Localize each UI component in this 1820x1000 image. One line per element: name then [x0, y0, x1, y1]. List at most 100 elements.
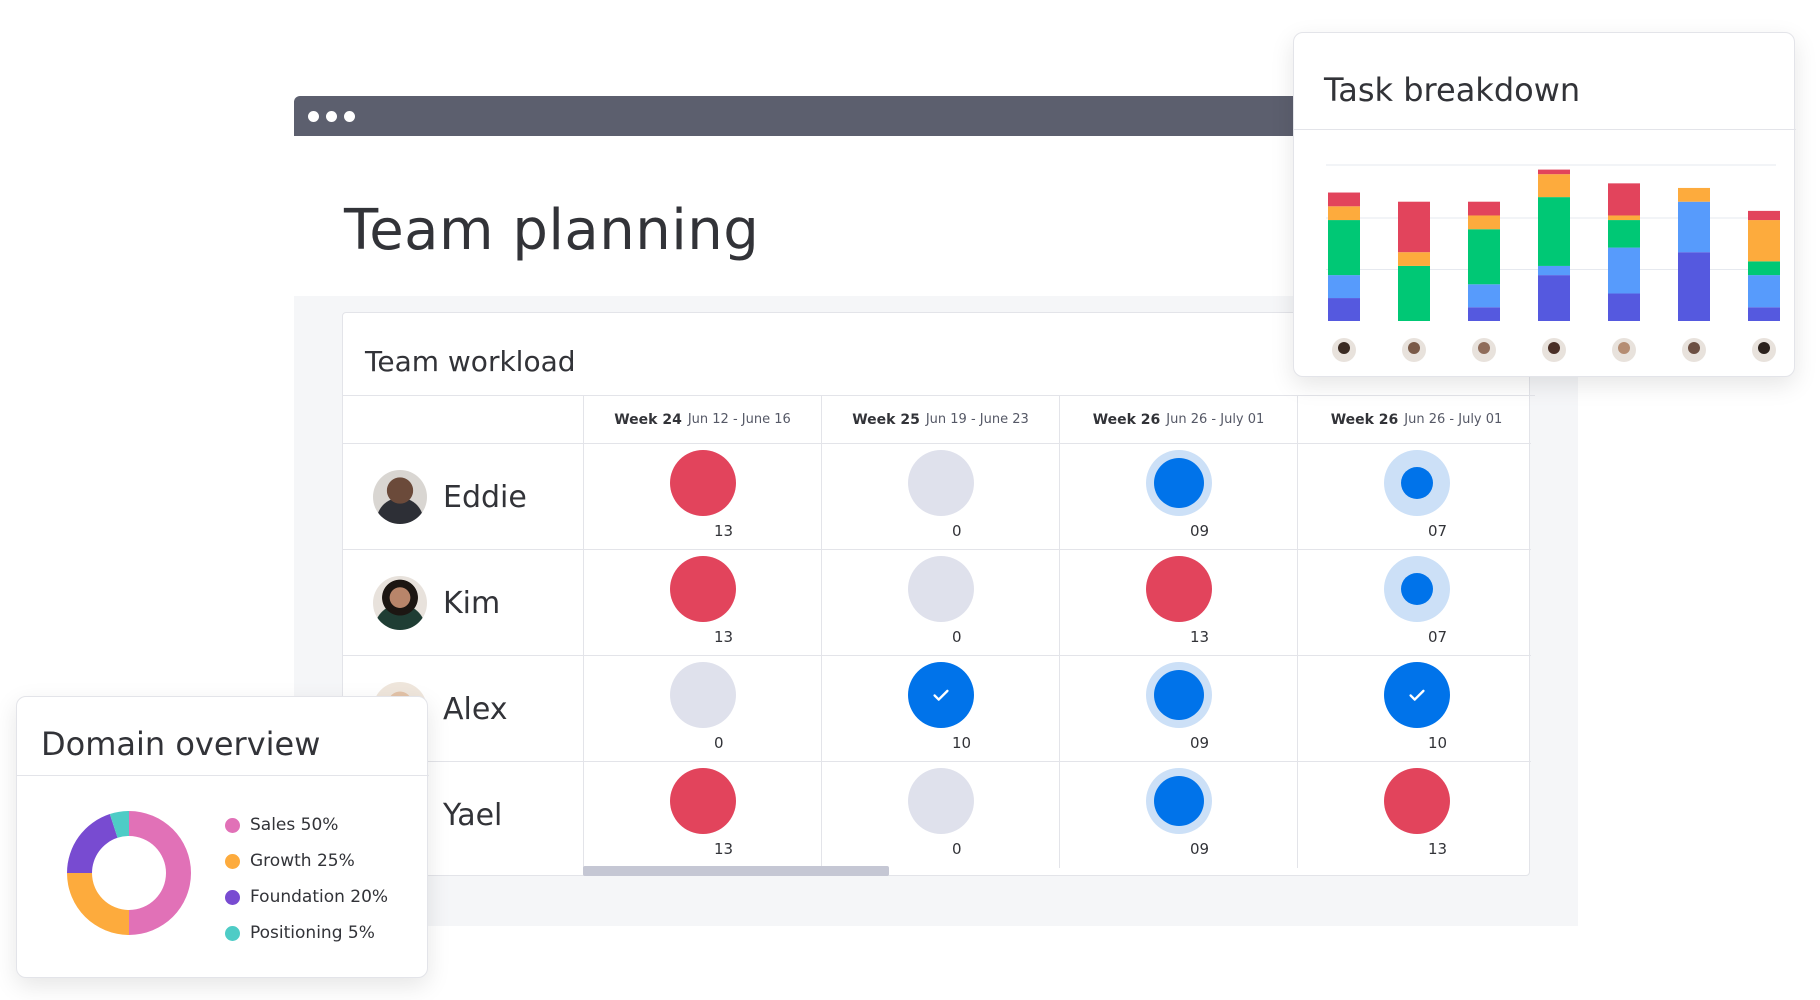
- week-label: Week 25: [852, 411, 920, 428]
- task-breakdown-title: Task breakdown: [1324, 71, 1581, 109]
- bar-segment: [1678, 201, 1710, 253]
- person-name: Eddie: [443, 479, 527, 515]
- bar-segment: [1328, 206, 1360, 221]
- donut-slice: [129, 811, 191, 935]
- workload-cell[interactable]: 0: [821, 762, 1059, 868]
- avatar-face: [1618, 342, 1630, 354]
- donut-slice: [67, 873, 129, 935]
- legend-dot-icon: [225, 817, 240, 833]
- divider: [1294, 129, 1796, 130]
- task-count: 13: [714, 628, 734, 646]
- legend-label: Positioning 5%: [250, 923, 375, 943]
- bar-segment: [1328, 220, 1360, 276]
- donut-slice: [67, 814, 118, 873]
- legend-item: Growth 25%: [225, 843, 388, 879]
- bar-segment: [1468, 201, 1500, 216]
- bar-segment: [1678, 252, 1710, 321]
- legend-dot-icon: [225, 889, 240, 905]
- avatar-face: [1758, 342, 1770, 354]
- legend-dot-icon: [225, 853, 240, 869]
- task-breakdown-card: Task breakdown: [1293, 32, 1796, 377]
- week-header: Week 25 Jun 19 - June 23: [821, 395, 1059, 443]
- medium-load-indicator: [1384, 450, 1450, 516]
- week-range: Jun 26 - July 01: [1166, 412, 1265, 427]
- bar-segment: [1608, 293, 1640, 321]
- overloaded-indicator: [670, 450, 736, 516]
- workload-cell[interactable]: 13: [1059, 550, 1297, 656]
- task-count: 09: [1190, 840, 1210, 858]
- bar-segment: [1328, 298, 1360, 321]
- workload-cell[interactable]: 13: [583, 444, 821, 550]
- legend-item: Positioning 5%: [225, 915, 388, 951]
- workload-cell[interactable]: 0: [583, 656, 821, 762]
- task-count: 10: [1428, 734, 1448, 752]
- bar-segment: [1468, 229, 1500, 285]
- legend-label: Sales 50%: [250, 815, 339, 835]
- domain-legend: Sales 50% Growth 25% Foundation 20% Positio…: [225, 807, 388, 951]
- bar-segment: [1608, 183, 1640, 216]
- workload-cell[interactable]: 13: [1297, 762, 1535, 868]
- workload-cell[interactable]: 0: [821, 550, 1059, 656]
- legend-label: Foundation 20%: [250, 887, 389, 907]
- week-header: Week 26 Jun 26 - July 01: [1297, 395, 1535, 443]
- workload-row: Eddie 13 0 09 07: [343, 443, 1531, 550]
- workload-cell[interactable]: 10: [821, 656, 1059, 762]
- legend-item: Foundation 20%: [225, 879, 388, 915]
- week-range: Jun 26 - July 01: [1404, 412, 1503, 427]
- workload-cell[interactable]: 10: [1297, 656, 1535, 762]
- bar-segment: [1748, 261, 1780, 276]
- task-count: 13: [714, 840, 734, 858]
- high-load-indicator: [1146, 662, 1212, 728]
- donut-slice: [109, 811, 129, 838]
- overloaded-indicator: [670, 768, 736, 834]
- divider: [17, 775, 429, 776]
- check-icon: [1384, 662, 1450, 728]
- avatar-face: [1338, 342, 1350, 354]
- high-load-indicator: [1146, 450, 1212, 516]
- window-dot-icon: [344, 111, 355, 122]
- legend-label: Growth 25%: [250, 851, 355, 871]
- bar-segment: [1748, 275, 1780, 308]
- bar-segment: [1748, 220, 1780, 262]
- workload-cell[interactable]: 09: [1059, 656, 1297, 762]
- bar-segment: [1608, 215, 1640, 221]
- person-name: Alex: [443, 691, 508, 727]
- avatar: [373, 470, 427, 524]
- person-cell: Kim: [343, 550, 583, 656]
- bar-segment: [1398, 201, 1430, 253]
- horizontal-scrollbar[interactable]: [583, 866, 889, 876]
- workload-cell[interactable]: 13: [583, 762, 821, 868]
- bar-segment: [1328, 275, 1360, 299]
- workload-cell[interactable]: 09: [1059, 444, 1297, 550]
- task-count: 13: [1428, 840, 1448, 858]
- avatar-face: [1408, 342, 1420, 354]
- avatar-face: [1688, 342, 1700, 354]
- bar-segment: [1748, 210, 1780, 221]
- bar-segment: [1398, 252, 1430, 266]
- legend-dot-icon: [225, 925, 240, 941]
- overloaded-indicator: [1146, 556, 1212, 622]
- week-header: Week 24 Jun 12 - June 16: [583, 395, 821, 443]
- avatar-face: [1478, 342, 1490, 354]
- overloaded-indicator: [1384, 768, 1450, 834]
- workload-cell[interactable]: 07: [1297, 550, 1535, 656]
- check-icon: [908, 662, 974, 728]
- window-dot-icon: [308, 111, 319, 122]
- header-spacer: [343, 395, 583, 443]
- bar-segment: [1328, 192, 1360, 207]
- medium-load-indicator: [1384, 556, 1450, 622]
- bar-segment: [1468, 307, 1500, 321]
- workload-cell[interactable]: 09: [1059, 762, 1297, 868]
- empty-indicator: [670, 662, 736, 728]
- workload-cell[interactable]: 13: [583, 550, 821, 656]
- avatar: [373, 576, 427, 630]
- workload-cell[interactable]: 0: [821, 444, 1059, 550]
- workload-cell[interactable]: 07: [1297, 444, 1535, 550]
- avatar-face: [1548, 342, 1560, 354]
- page-title: Team planning: [344, 198, 760, 263]
- bar-segment: [1538, 197, 1570, 266]
- week-label: Week 26: [1092, 411, 1161, 428]
- task-count: 13: [1190, 628, 1210, 646]
- task-count: 09: [1190, 522, 1210, 540]
- person-cell: Eddie: [343, 444, 583, 550]
